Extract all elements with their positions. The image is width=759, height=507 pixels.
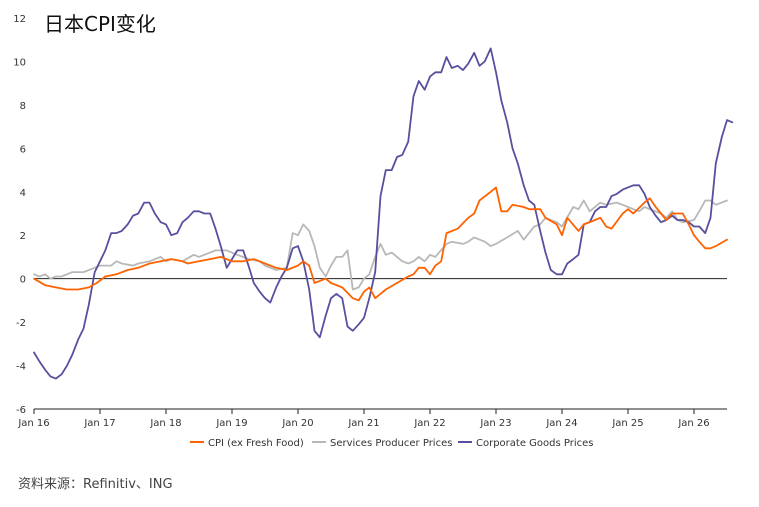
y-tick-label: 2 — [20, 231, 26, 242]
x-tick-label: Jan 23 — [479, 418, 511, 429]
y-tick-label: -4 — [16, 362, 26, 373]
y-tick-label: 10 — [13, 57, 26, 68]
corporate-goods-prices-line — [33, 47, 734, 380]
x-tick-label: Jan 17 — [83, 418, 115, 429]
y-tick-label: 4 — [20, 188, 26, 199]
y-tick-label: 12 — [13, 14, 26, 25]
x-tick-label: Jan 26 — [677, 418, 709, 429]
chart-title: 日本CPI变化 — [44, 12, 156, 36]
x-tick-label: Jan 25 — [611, 418, 643, 429]
y-tick-label: -6 — [16, 405, 26, 416]
y-tick-label: 6 — [20, 144, 26, 155]
y-tick-label: -2 — [16, 318, 26, 329]
y-axis-ticks: -6 -4 -2 0 2 4 6 8 10 12 — [13, 14, 26, 416]
x-tick-label: Jan 18 — [149, 418, 181, 429]
x-tick-label: Jan 20 — [281, 418, 313, 429]
source-note: 资料来源：Refinitiv、ING — [18, 477, 173, 492]
legend-item-cpi: CPI (ex Fresh Food) — [208, 438, 304, 449]
x-tick-label: Jan 21 — [347, 418, 379, 429]
cpi-ex-fresh-food-line — [33, 186, 728, 302]
y-tick-label: 8 — [20, 101, 26, 112]
y-tick-label: 0 — [20, 275, 26, 286]
x-tick-label: Jan 16 — [17, 418, 49, 429]
services-producer-prices-line — [33, 199, 728, 291]
legend: CPI (ex Fresh Food) Services Producer Pri… — [190, 438, 594, 449]
legend-item-services: Services Producer Prices — [330, 438, 452, 449]
legend-item-corporate: Corporate Goods Prices — [476, 438, 594, 449]
x-tick-label: Jan 24 — [545, 418, 577, 429]
x-axis-ticks: Jan 16 Jan 17 Jan 18 Jan 19 Jan 20 Jan 21 Jan … — [17, 409, 710, 429]
x-tick-label: Jan 22 — [413, 418, 445, 429]
series-layer — [33, 47, 734, 380]
x-tick-label: Jan 19 — [215, 418, 247, 429]
